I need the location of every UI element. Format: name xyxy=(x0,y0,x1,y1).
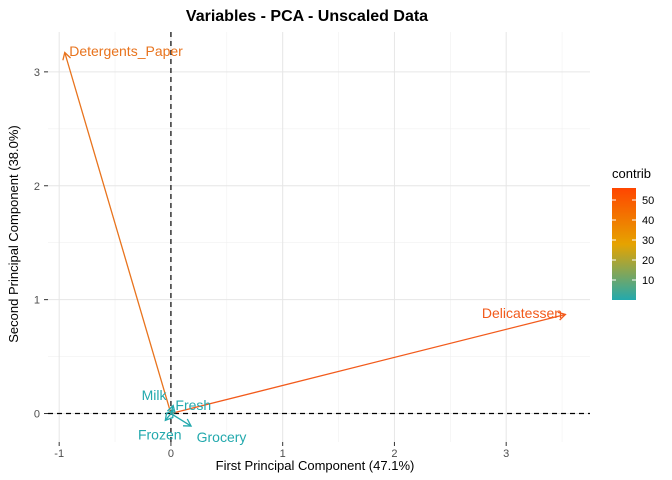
reference-lines xyxy=(48,32,590,442)
label-detergents-paper: Detergents_Paper xyxy=(69,43,183,59)
legend-ticks: 10 20 30 40 50 xyxy=(612,195,654,287)
label-grocery: Grocery xyxy=(197,429,247,445)
legend-tick-label: 40 xyxy=(642,215,654,227)
legend-title: contrib xyxy=(612,166,651,181)
arrow-delicatessen xyxy=(170,311,567,415)
legend-tick-label: 30 xyxy=(642,235,654,247)
variable-arrows xyxy=(62,51,567,427)
arrow-frozen xyxy=(164,412,174,422)
label-fresh: Fresh xyxy=(175,397,211,413)
y-tick-label: 1 xyxy=(34,295,40,307)
x-tick-label: 0 xyxy=(168,448,174,460)
legend-tick-label: 50 xyxy=(642,195,654,207)
arrow-detergents-paper xyxy=(62,51,172,414)
chart-title: Variables - PCA - Unscaled Data xyxy=(186,8,428,25)
x-axis-ticks: -1 0 1 2 3 xyxy=(54,442,509,460)
arrow-grocery xyxy=(170,412,193,427)
legend-tick-label: 20 xyxy=(642,255,654,267)
contrib-legend: contrib 10 20 30 40 50 xyxy=(612,166,654,300)
x-tick-label: -1 xyxy=(54,448,64,460)
x-tick-label: 2 xyxy=(391,448,397,460)
x-tick-label: 1 xyxy=(280,448,286,460)
x-tick-label: 3 xyxy=(503,448,509,460)
variable-labels: Detergents_Paper Delicatessen Milk Fresh Fro… xyxy=(69,43,562,445)
grid-lines xyxy=(48,32,590,442)
y-axis-title: Second Principal Component (38.0%) xyxy=(6,125,21,343)
y-tick-label: 0 xyxy=(34,409,40,421)
legend-colorbar xyxy=(612,188,636,300)
y-tick-label: 3 xyxy=(34,67,40,79)
y-tick-label: 2 xyxy=(34,181,40,193)
legend-tick-label: 10 xyxy=(642,275,654,287)
label-delicatessen: Delicatessen xyxy=(482,305,562,321)
x-axis-title: First Principal Component (47.1%) xyxy=(216,458,415,473)
label-milk: Milk xyxy=(142,387,168,403)
label-frozen: Frozen xyxy=(138,427,182,443)
y-axis-ticks: 0 1 2 3 xyxy=(34,67,48,421)
